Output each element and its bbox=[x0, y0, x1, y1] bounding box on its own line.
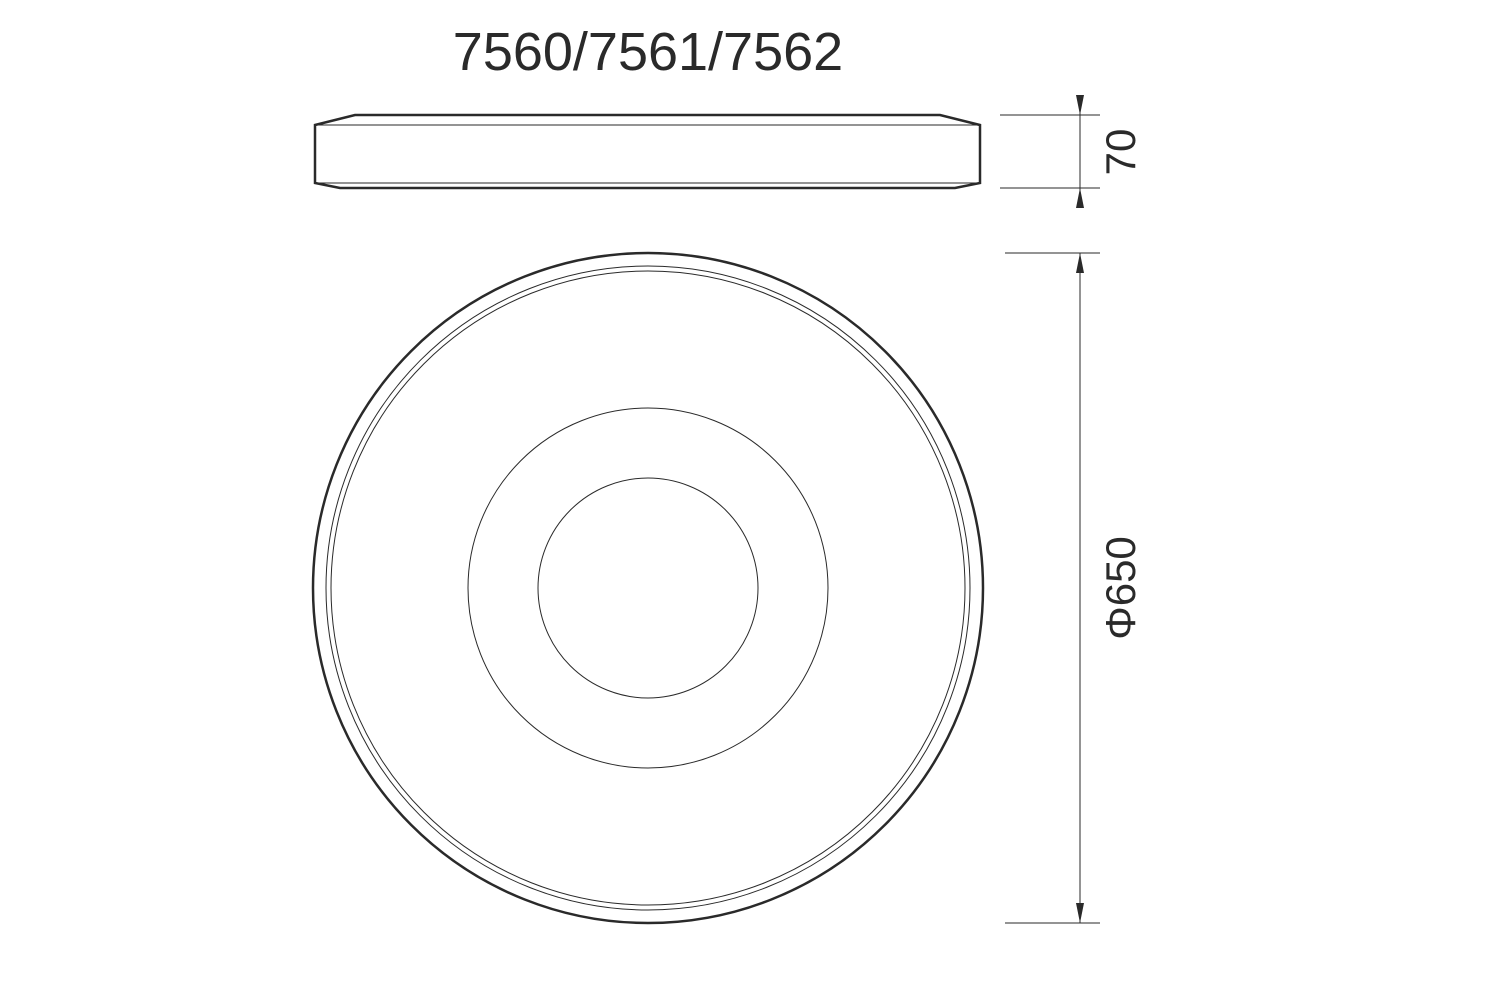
inner-circle bbox=[538, 478, 758, 698]
arrow-down-to-top bbox=[1076, 95, 1084, 115]
model-number-title: 7560/7561/7562 bbox=[453, 22, 843, 82]
height-dim-label: 70 bbox=[1097, 129, 1144, 176]
outer-circle bbox=[313, 253, 983, 923]
profile-outline bbox=[315, 115, 980, 188]
dimension-height: 70 bbox=[1000, 95, 1144, 208]
diameter-dim-label: Φ650 bbox=[1097, 536, 1144, 640]
arrow-dia-bottom bbox=[1076, 903, 1084, 923]
outer-rim-inner-2 bbox=[331, 271, 965, 905]
outer-rim-inner-1 bbox=[326, 266, 970, 910]
arrow-up-to-bottom bbox=[1076, 188, 1084, 208]
plan-view bbox=[313, 253, 983, 923]
mid-circle bbox=[468, 408, 828, 768]
arrow-dia-top bbox=[1076, 253, 1084, 273]
side-elevation bbox=[315, 115, 980, 188]
technical-drawing: 7560/7561/7562 70 bbox=[0, 0, 1500, 1000]
dimension-diameter: Φ650 bbox=[1005, 253, 1144, 923]
